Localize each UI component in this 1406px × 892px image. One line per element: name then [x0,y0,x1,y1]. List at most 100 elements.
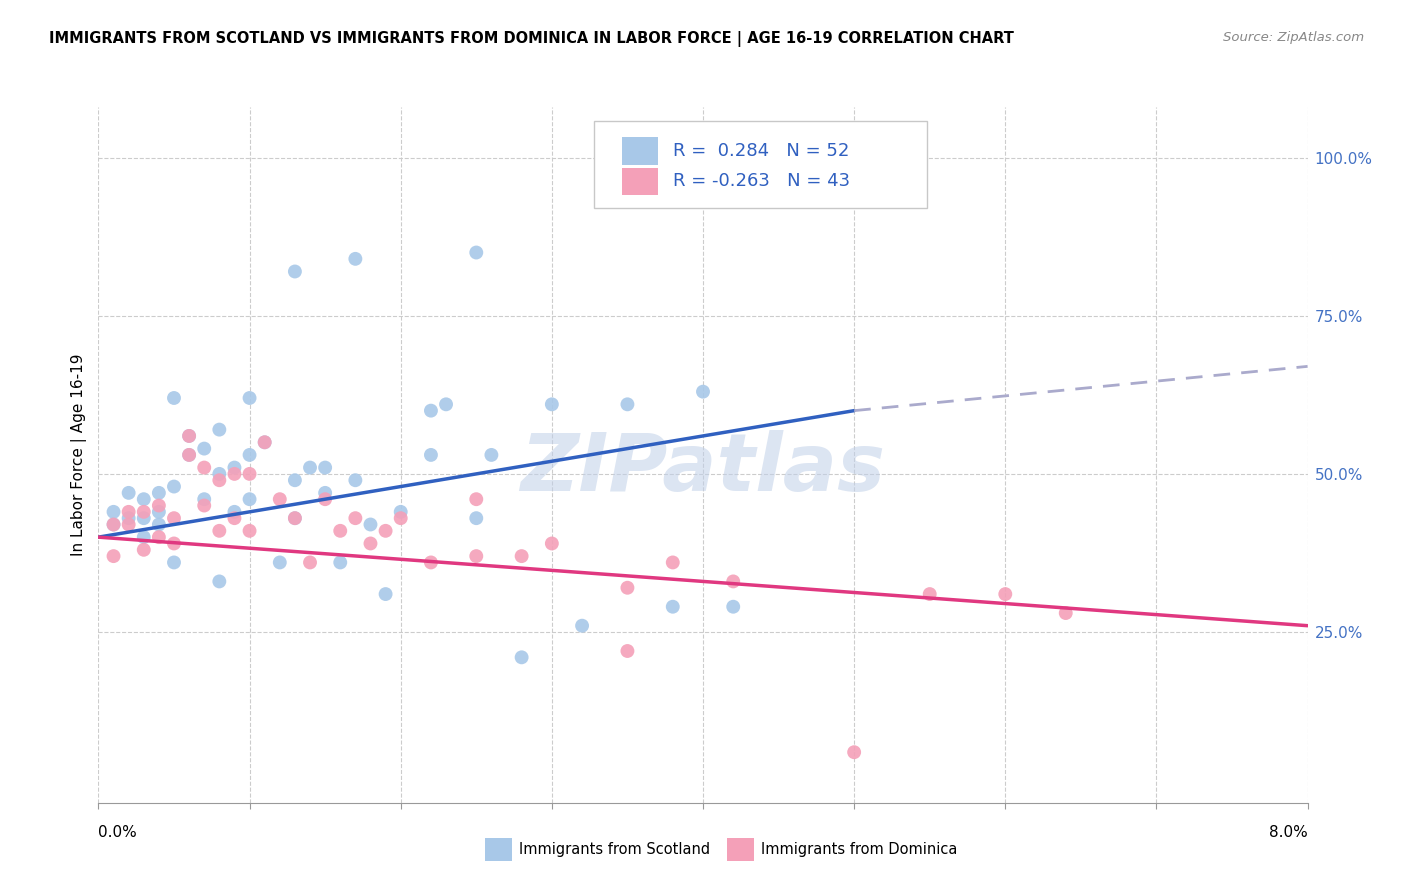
Point [253,435,276,450]
Point [329,524,352,538]
Point [208,524,231,538]
Text: Source: ZipAtlas.com: Source: ZipAtlas.com [1223,31,1364,45]
Point [118,505,141,519]
Point [239,391,262,405]
Point [481,448,503,462]
Bar [485,838,512,861]
Point [148,499,170,513]
Point [239,492,262,507]
Point [723,574,745,589]
Point [163,479,186,493]
Point [616,397,638,411]
Text: 8.0%: 8.0% [1268,825,1308,840]
Point [208,467,231,481]
Point [616,644,638,658]
Point [132,505,155,519]
Point [465,549,488,563]
Point [193,492,215,507]
Point [360,536,382,550]
Point [465,511,488,525]
Point [103,517,125,532]
Point [314,460,336,475]
Point [723,599,745,614]
Point [163,511,186,525]
Point [239,524,262,538]
Point [420,556,443,570]
Point [253,435,276,450]
Point [148,505,170,519]
Text: 0.0%: 0.0% [98,825,138,840]
Point [193,499,215,513]
Point [420,403,443,417]
Point [148,486,170,500]
Y-axis label: In Labor Force | Age 16-19: In Labor Force | Age 16-19 [72,353,87,557]
Point [118,486,141,500]
Point [179,429,201,443]
Bar [621,137,658,165]
Point [1054,606,1077,620]
Point [103,505,125,519]
Point [844,745,866,759]
Point [510,650,533,665]
Text: Immigrants from Dominica: Immigrants from Dominica [761,842,957,857]
FancyBboxPatch shape [595,121,927,208]
Point [465,492,488,507]
Point [239,448,262,462]
Point [118,517,141,532]
Point [299,556,322,570]
Point [132,492,155,507]
Point [103,549,125,563]
Point [692,384,714,399]
Point [994,587,1017,601]
Point [224,467,246,481]
Point [163,556,186,570]
Point [163,391,186,405]
Point [314,492,336,507]
Point [420,448,443,462]
Text: R =  0.284   N = 52: R = 0.284 N = 52 [673,142,849,160]
Point [329,556,352,570]
Point [224,511,246,525]
Point [179,448,201,462]
Point [163,536,186,550]
Point [179,448,201,462]
Text: ZIPatlas: ZIPatlas [520,430,886,508]
Point [284,511,307,525]
Point [193,442,215,456]
Point [374,524,396,538]
Point [239,467,262,481]
Point [344,511,367,525]
Point [465,245,488,260]
Text: IMMIGRANTS FROM SCOTLAND VS IMMIGRANTS FROM DOMINICA IN LABOR FORCE | AGE 16-19 : IMMIGRANTS FROM SCOTLAND VS IMMIGRANTS F… [49,31,1014,47]
Text: R = -0.263   N = 43: R = -0.263 N = 43 [673,172,849,191]
Point [541,536,564,550]
Point [344,473,367,487]
Point [360,517,382,532]
Point [571,618,593,632]
Point [541,397,564,411]
Point [434,397,457,411]
Point [918,587,941,601]
Point [389,505,412,519]
Bar [621,168,658,195]
Point [208,574,231,589]
Point [374,587,396,601]
Point [662,556,685,570]
Bar [727,838,754,861]
Point [224,505,246,519]
Point [193,460,215,475]
Point [299,460,322,475]
Point [510,549,533,563]
Point [284,511,307,525]
Point [314,486,336,500]
Point [179,429,201,443]
Point [148,517,170,532]
Point [269,492,291,507]
Point [389,511,412,525]
Point [132,542,155,557]
Point [284,264,307,278]
Point [208,473,231,487]
Point [224,460,246,475]
Point [616,581,638,595]
Point [344,252,367,266]
